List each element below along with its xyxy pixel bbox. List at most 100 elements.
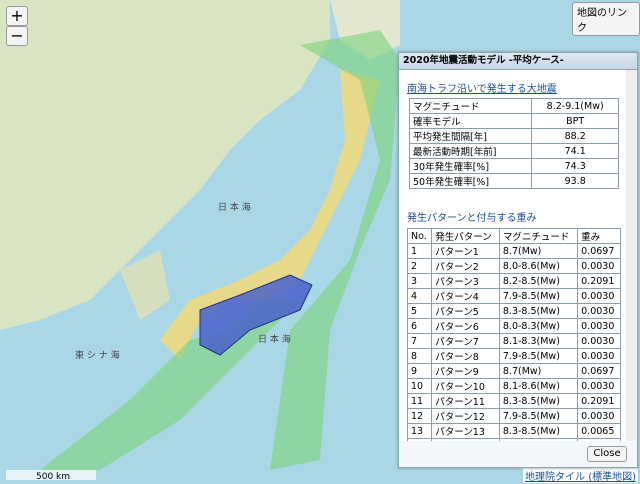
summary-cell: BPT [531,113,619,129]
panel-link[interactable]: 南海トラフ沿いで発生する大地震 [407,84,557,95]
pattern-row: 9 パターン9 8.7(Mw) 0.0697 [406,363,621,379]
map-label: 日 本 海 [258,333,291,345]
pattern-cell: 13 [406,423,433,439]
pattern-cell: 8.3-8.5(Mw) [498,393,579,409]
pattern-cell: パターン12 [431,408,500,424]
pattern-cell: 0.2091 [577,393,621,409]
summary-row: 確率モデル BPT [408,113,619,129]
pattern-row: 5 パターン5 8.3-8.5(Mw) 0.0030 [406,303,621,319]
column-header: 重み [577,228,621,244]
pattern-cell: 0.2091 [577,273,621,289]
pattern-cell: 0.0697 [577,243,621,259]
zoom-in[interactable]: + [6,6,28,26]
column-header: マグニチュード [498,228,579,244]
pattern-cell: 14 [406,438,433,441]
pattern-cell: 8.3-8.5(Mw) [498,303,579,319]
zoom-out[interactable]: − [6,26,28,46]
pattern-row: 6 パターン6 8.0-8.3(Mw) 0.0030 [406,318,621,334]
pattern-row: 2 パターン2 8.0-8.6(Mw) 0.0030 [406,258,621,274]
pattern-cell: パターン2 [431,258,500,274]
pattern-cell: 8.0-8.6(Mw) [498,258,579,274]
column-header: No. [406,228,433,244]
summary-cell: 50年発生確率[%] [408,173,533,189]
pattern-cell: パターン11 [431,393,500,409]
pattern-cell: 0.0030 [577,303,621,319]
pattern-cell: 8.3-8.5(Mw) [498,423,579,439]
pattern-cell: 8.1-8.3(Mw) [498,333,579,349]
pattern-cell: パターン8 [431,348,500,364]
pattern-cell: 0.0030 [577,408,621,424]
map-label: 日 本 海 [218,201,251,213]
summary-cell: 30年発生確率[%] [408,158,533,174]
summary-row: マグニチュード 8.2-9.1(Mw) [408,98,619,114]
pattern-cell: パターン9 [431,363,500,379]
pattern-cell: 0.0030 [577,333,621,349]
pattern-cell: パターン4 [431,288,500,304]
scale-bar [6,470,96,480]
summary-cell: 74.3 [531,158,619,174]
tile-credit[interactable]: 地理院タイル (標準地図) [523,468,638,483]
pattern-cell: パターン5 [431,303,500,319]
pattern-cell: 0.0065 [577,423,621,439]
pattern-cell: 8.7(Mw) [498,243,579,259]
pattern-cell: 4 [406,288,433,304]
pattern-row: 14パターン148.1-8.3(Mw)0.0030 [406,438,621,441]
section-title: 発生パターンと付与する重み [407,213,537,224]
pattern-cell: 9 [406,363,433,379]
pattern-cell: 10 [406,378,433,394]
close-button[interactable]: Close [587,446,627,462]
pattern-row: 4 パターン4 7.9-8.5(Mw) 0.0030 [406,288,621,304]
zone [270,30,400,470]
pattern-cell: 0.0030 [577,438,621,441]
pattern-cell: 0.0030 [577,288,621,304]
japan [160,70,380,360]
pattern-cell: 11 [406,393,433,409]
summary-table: マグニチュード 8.2-9.1(Mw) 確率モデル BPT 平均発生間隔[年] 88.2 最… [408,98,619,189]
summary-row: 30年発生確率[%] 74.3 [408,158,619,174]
pattern-cell: 8.7(Mw) [498,363,579,379]
pattern-cell: 0.0030 [577,318,621,334]
pattern-cell: 12 [406,408,433,424]
summary-cell: 平均発生間隔[年] [408,128,533,144]
summary-cell: 93.8 [531,173,619,189]
pattern-cell: 0.0030 [577,258,621,274]
pattern-cell: 8.2-8.5(Mw) [498,273,579,289]
pattern-table: No. 発生パターン マグニチュード 重み 1 パターン1 8.7(Mw) 0.0697 2 パタ… [406,228,621,441]
pattern-row: 12 パターン12 7.9-8.5(Mw) 0.0030 [406,408,621,424]
pattern-cell: 8 [406,348,433,364]
pattern-cell: パターン7 [431,333,500,349]
map-link-button[interactable]: 地図のリンク [572,2,640,36]
summary-cell: 88.2 [531,128,619,144]
pattern-cell: 2 [406,258,433,274]
pattern-cell: パターン14 [431,438,500,441]
panel-body: 南海トラフ沿いで発生する大地震 マグニチュード 8.2-9.1(Mw) 確率モデル B… [399,70,625,441]
nankai-zone [199,274,313,356]
scale-label: 500 km [36,472,70,482]
summary-row: 最新活動時期[年前] 74.1 [408,143,619,159]
pattern-cell: パターン10 [431,378,500,394]
tile-credit-link[interactable]: 地理院タイル (標準地図) [525,472,636,483]
pattern-cell: 0.0030 [577,348,621,364]
pattern-cell: パターン13 [431,423,500,439]
mainland [0,0,330,330]
pattern-cell: 7.9-8.5(Mw) [498,408,579,424]
pattern-row: 10 パターン10 8.1-8.6(Mw) 0.0030 [406,378,621,394]
summary-cell: 74.1 [531,143,619,159]
pattern-row: 11 パターン11 8.3-8.5(Mw) 0.2091 [406,393,621,409]
pattern-cell: 7.9-8.5(Mw) [498,348,579,364]
pattern-cell: 6 [406,318,433,334]
summary-cell: 確率モデル [408,113,533,129]
header-row: No. 発生パターン マグニチュード 重み [406,228,621,244]
summary-row: 50年発生確率[%] 93.8 [408,173,619,189]
pattern-cell: 8.1-8.3(Mw) [498,438,579,441]
pattern-row: 7 パターン7 8.1-8.3(Mw) 0.0030 [406,333,621,349]
summary-cell: 最新活動時期[年前] [408,143,533,159]
summary-row: 平均発生間隔[年] 88.2 [408,128,619,144]
pattern-cell: 0.0030 [577,378,621,394]
pattern-cell: パターン1 [431,243,500,259]
scrollbar[interactable] [626,70,636,441]
pattern-cell: 0.0697 [577,363,621,379]
pattern-cell: 8.1-8.6(Mw) [498,378,579,394]
column-header: 発生パターン [431,228,500,244]
